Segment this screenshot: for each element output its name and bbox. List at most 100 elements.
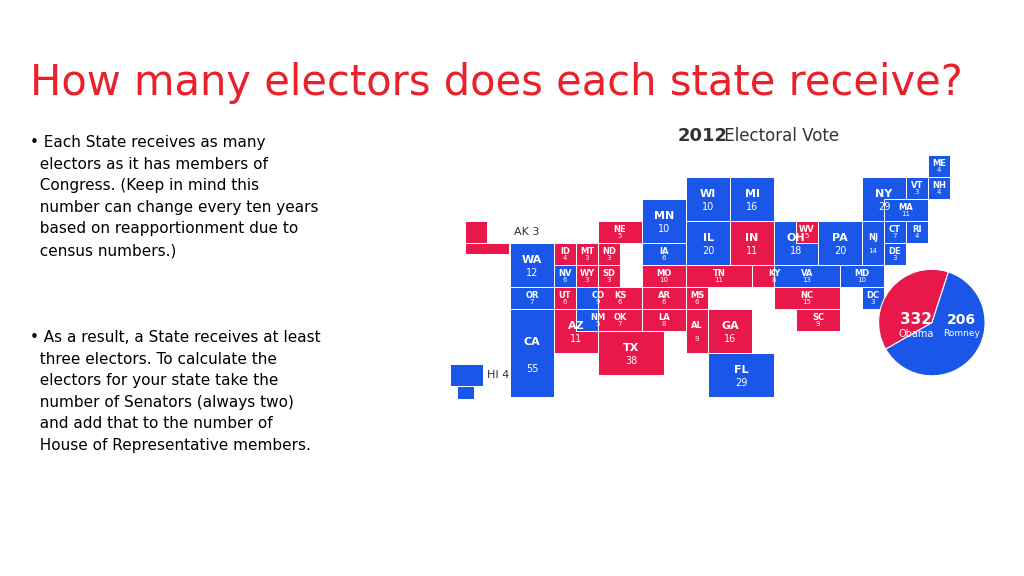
Text: 6: 6 [617, 299, 623, 305]
Text: NH: NH [932, 181, 946, 190]
Bar [774, 287, 840, 309]
Bar [796, 309, 840, 331]
Text: 29: 29 [878, 202, 890, 212]
Bar [862, 287, 884, 309]
Text: 4: 4 [937, 167, 941, 173]
Text: Electoral Vote: Electoral Vote [719, 127, 840, 145]
Text: 8: 8 [772, 277, 776, 283]
Text: IA: IA [659, 247, 669, 256]
Text: 6: 6 [563, 299, 567, 305]
Bar [450, 364, 483, 386]
Bar [642, 309, 686, 331]
Text: 3: 3 [914, 189, 920, 195]
Text: 7: 7 [893, 233, 897, 239]
Text: IN: IN [745, 233, 759, 242]
Bar [642, 199, 686, 243]
Text: 11: 11 [745, 246, 758, 256]
Bar [465, 243, 509, 254]
Bar [686, 287, 708, 309]
Text: KY: KY [768, 269, 780, 278]
Text: 9: 9 [596, 299, 600, 305]
Bar [928, 155, 950, 177]
Bar [575, 309, 620, 331]
Text: DE: DE [889, 247, 901, 256]
Text: 4: 4 [563, 255, 567, 261]
Bar [554, 243, 575, 265]
Text: 4: 4 [914, 233, 920, 239]
Bar [686, 221, 730, 265]
Bar [642, 265, 686, 287]
Bar [752, 265, 796, 287]
Text: AZ: AZ [567, 321, 585, 331]
Text: 16: 16 [724, 334, 736, 344]
Bar [818, 221, 862, 265]
Text: 10: 10 [659, 277, 669, 283]
Text: MA: MA [899, 203, 913, 212]
Text: 6: 6 [694, 299, 699, 305]
Text: MT: MT [580, 247, 594, 256]
Bar [862, 221, 884, 265]
Text: KS: KS [613, 291, 627, 300]
Text: NC: NC [801, 291, 813, 300]
Bar [796, 221, 818, 243]
Text: TX: TX [623, 343, 639, 353]
Text: AR: AR [657, 291, 671, 300]
Text: 6: 6 [662, 255, 667, 261]
Text: SC: SC [812, 313, 824, 322]
Text: 206: 206 [946, 313, 976, 327]
Text: How many electors does each state receive?: How many electors does each state receiv… [30, 62, 963, 104]
Text: AK 3: AK 3 [514, 227, 540, 237]
Text: CT: CT [889, 225, 901, 234]
Text: 18: 18 [790, 246, 802, 256]
Text: 11: 11 [715, 277, 724, 283]
Text: ND: ND [602, 247, 616, 256]
Bar [575, 243, 598, 265]
Bar [457, 386, 474, 399]
Text: 3: 3 [870, 299, 876, 305]
Wedge shape [879, 270, 948, 349]
Text: 12: 12 [525, 268, 539, 278]
Text: HI 4: HI 4 [487, 370, 510, 380]
Text: 9: 9 [694, 336, 699, 342]
Text: MD: MD [854, 269, 869, 278]
Wedge shape [886, 272, 985, 376]
Text: 5: 5 [617, 233, 623, 239]
Bar [510, 287, 554, 309]
Bar [774, 221, 818, 265]
Text: 10: 10 [657, 224, 670, 234]
Bar [686, 177, 730, 221]
Text: 14: 14 [868, 248, 878, 254]
Bar [554, 287, 575, 309]
Text: UT: UT [559, 291, 571, 300]
Text: 55: 55 [525, 364, 539, 374]
Text: GA: GA [721, 321, 739, 331]
Text: OH: OH [786, 233, 805, 242]
Text: 4: 4 [937, 189, 941, 195]
Text: ID: ID [560, 247, 570, 256]
Text: NV: NV [558, 269, 571, 278]
Text: NY: NY [876, 189, 893, 199]
Text: 5: 5 [596, 321, 600, 327]
Bar [840, 265, 884, 287]
Bar [510, 243, 554, 287]
Bar [642, 287, 686, 309]
Text: 10: 10 [857, 277, 866, 283]
Bar [730, 177, 774, 221]
Text: 10: 10 [701, 202, 714, 212]
Text: 6: 6 [662, 299, 667, 305]
Bar [598, 265, 620, 287]
Bar [686, 309, 708, 353]
Text: 6: 6 [563, 277, 567, 283]
Text: VA: VA [801, 269, 813, 278]
Text: CA: CA [523, 338, 541, 347]
Text: LA: LA [658, 313, 670, 322]
Bar [598, 331, 664, 375]
Text: MS: MS [690, 291, 705, 300]
Text: WA: WA [522, 255, 542, 265]
Bar [465, 221, 487, 243]
Text: PA: PA [833, 233, 848, 242]
Text: CO: CO [592, 291, 604, 300]
Text: NM: NM [591, 313, 605, 322]
Text: 13: 13 [803, 277, 811, 283]
Text: 2012: 2012 [677, 127, 727, 145]
